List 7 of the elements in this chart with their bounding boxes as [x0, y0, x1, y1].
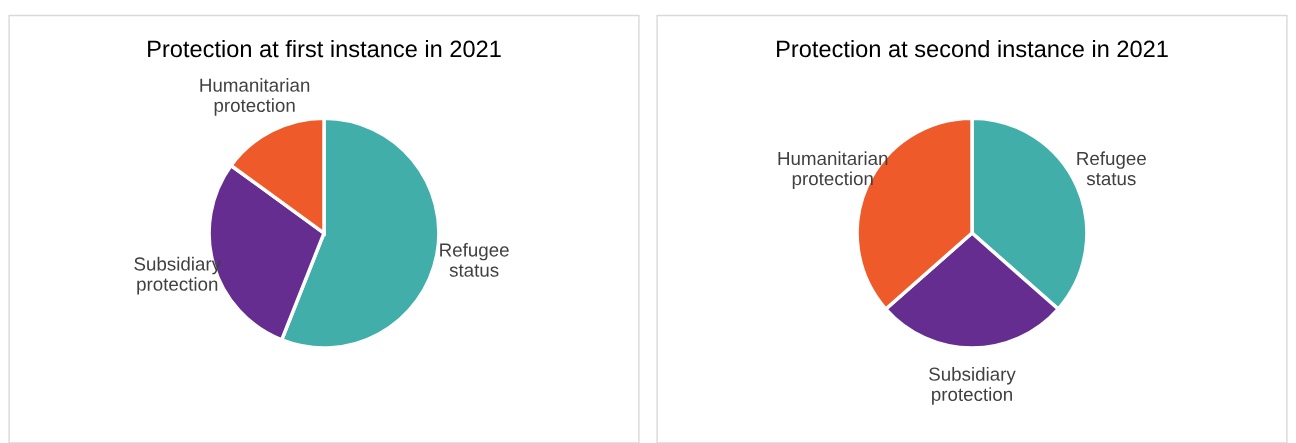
slice-label: Humanitarian protection	[200, 78, 310, 116]
chart-title: Protection at second instance in 2021	[777, 39, 1168, 58]
chart-title: Protection at first instance in 2021	[148, 39, 501, 58]
slice-label: Humanitarian protection	[778, 151, 888, 190]
slice-label: Refugee status	[440, 242, 509, 277]
slice-label: Refugee status	[1077, 151, 1146, 186]
slice-label: Subsidiary protection	[929, 367, 1016, 405]
